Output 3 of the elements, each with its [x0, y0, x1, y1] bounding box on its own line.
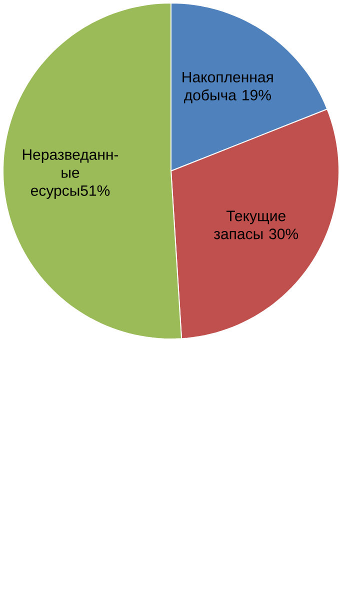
slice-label: Неразведанн-ые есурсы51% [22, 149, 118, 199]
slice-label: Текущие запасы 30% [214, 210, 298, 240]
slice-label: Накопленная добыча 19% [182, 72, 273, 104]
